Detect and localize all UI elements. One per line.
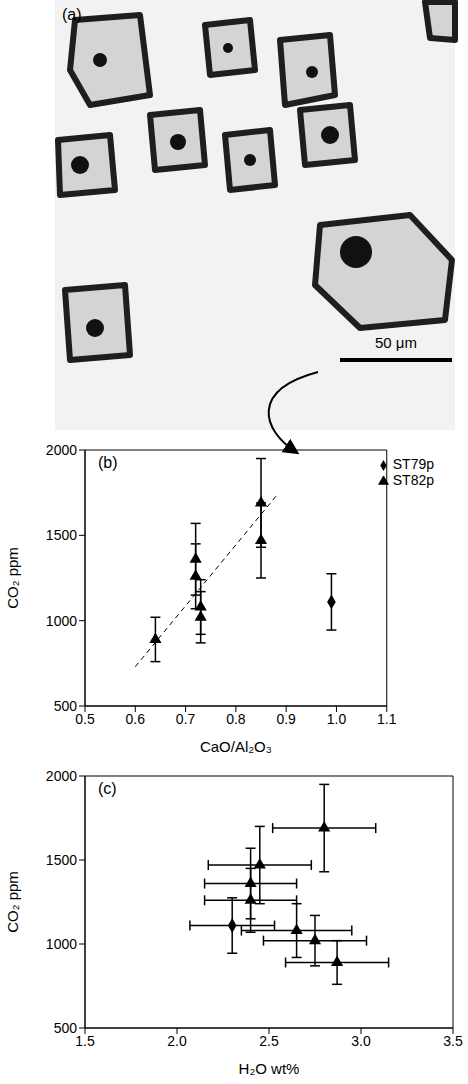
svg-text:500: 500 bbox=[54, 698, 78, 714]
html-text:(c): (c) bbox=[98, 780, 117, 797]
svg-text:3.0: 3.0 bbox=[351, 1033, 371, 1049]
html-text:ST82p: ST82p bbox=[392, 472, 434, 488]
svg-text:1000: 1000 bbox=[46, 613, 77, 629]
svg-text:1500: 1500 bbox=[46, 852, 77, 868]
svg-text:0.6: 0.6 bbox=[126, 711, 146, 727]
svg-text:1.5: 1.5 bbox=[75, 1033, 95, 1049]
svg-text:H₂O wt%: H₂O wt% bbox=[239, 1060, 300, 1077]
svg-text:0.9: 0.9 bbox=[276, 711, 296, 727]
svg-text:0.5: 0.5 bbox=[75, 711, 95, 727]
svg-text:1.0: 1.0 bbox=[327, 711, 347, 727]
svg-text:50 μm: 50 μm bbox=[375, 334, 417, 351]
svg-text:1000: 1000 bbox=[46, 936, 77, 952]
svg-text:CaO/Al₂O₃: CaO/Al₂O₃ bbox=[200, 738, 272, 755]
svg-text:1500: 1500 bbox=[46, 527, 77, 543]
svg-text:0.7: 0.7 bbox=[176, 711, 196, 727]
svg-text:2.0: 2.0 bbox=[167, 1033, 187, 1049]
svg-text:3.5: 3.5 bbox=[443, 1033, 463, 1049]
svg-text:(a): (a) bbox=[62, 6, 82, 23]
svg-text:2000: 2000 bbox=[46, 768, 77, 784]
svg-text:CO₂ ppm: CO₂ ppm bbox=[4, 547, 21, 609]
html-text:(b): (b) bbox=[98, 454, 118, 471]
svg-text:1.1: 1.1 bbox=[377, 711, 397, 727]
svg-text:2.5: 2.5 bbox=[259, 1033, 279, 1049]
html-text:ST79p: ST79p bbox=[392, 456, 434, 472]
svg-text:CO₂ ppm: CO₂ ppm bbox=[4, 871, 21, 933]
svg-text:2000: 2000 bbox=[46, 442, 77, 458]
svg-text:0.8: 0.8 bbox=[226, 711, 246, 727]
svg-text:500: 500 bbox=[54, 1020, 78, 1036]
